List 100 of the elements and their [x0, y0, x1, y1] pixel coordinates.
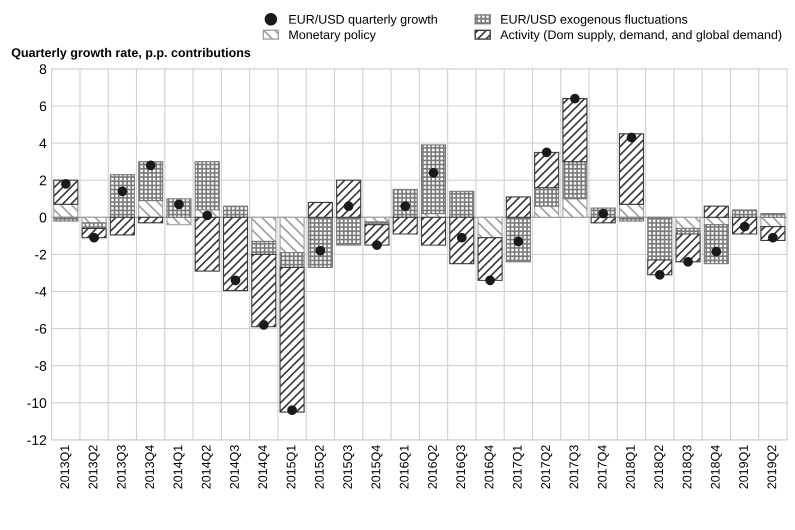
point: [570, 94, 580, 104]
bar: [675, 233, 701, 262]
point: [485, 276, 495, 286]
x-tick-label: 2016Q4: [484, 445, 496, 489]
x-tick-label: 2015Q1: [286, 445, 298, 489]
x-tick-label: 2018Q3: [682, 445, 694, 489]
bar: [420, 144, 446, 214]
bar: [138, 161, 164, 202]
point: [711, 246, 722, 256]
bar: [308, 216, 333, 268]
x-tick-label: 2013Q4: [145, 445, 156, 489]
bar: [647, 216, 672, 261]
point: [202, 210, 212, 220]
bar: [562, 161, 588, 200]
y-tick-label: -4: [35, 286, 46, 297]
x-tick-label: 2013Q3: [116, 445, 128, 489]
x-tick-label: 2019Q2: [767, 445, 778, 489]
y-tick-label: -8: [35, 361, 46, 371]
x-tick-label: 2016Q1: [400, 445, 411, 489]
bar: [534, 152, 560, 188]
point: [258, 320, 269, 330]
bar: [222, 206, 248, 218]
x-tick-label: 2014Q4: [258, 445, 270, 489]
y-tick-label: 0: [40, 212, 46, 222]
y-axis-title: Quarterly growth rate, p.p. contributions: [12, 48, 250, 60]
point: [683, 256, 693, 267]
bar: [477, 237, 503, 281]
point: [626, 132, 636, 142]
bar: [618, 133, 644, 205]
x-tick-label: 2015Q2: [314, 445, 326, 489]
y-tick-label: 2: [40, 176, 46, 186]
point: [513, 236, 524, 246]
y-tick-label: -6: [35, 324, 46, 334]
point: [316, 246, 326, 256]
y-tick-label: 6: [40, 101, 46, 112]
x-tick-label: 2013Q1: [60, 445, 72, 489]
bar: [110, 174, 135, 218]
y-tick-label: -12: [27, 435, 46, 445]
point: [230, 276, 240, 286]
bar: [194, 216, 220, 272]
bar: [53, 216, 78, 222]
bar: [392, 216, 418, 235]
bar: [534, 187, 560, 207]
x-tick-label: 2018Q4: [710, 445, 722, 489]
bar: [222, 216, 248, 292]
bar: [251, 240, 276, 255]
bar: [138, 216, 164, 224]
x-tick-label: 2016Q2: [428, 445, 440, 489]
bar: [336, 180, 362, 218]
x-tick-label: 2017Q3: [569, 445, 581, 489]
x-tick-label: 2018Q2: [654, 445, 666, 489]
y-tick-label: -10: [27, 398, 46, 408]
x-tick-label: 2014Q2: [202, 445, 213, 489]
point: [344, 201, 354, 212]
bar: [420, 216, 446, 246]
x-tick-label: 2014Q1: [173, 445, 185, 489]
bar: [704, 224, 729, 264]
x-tick-label: 2017Q4: [598, 445, 609, 489]
point: [60, 179, 71, 189]
bar: [506, 216, 531, 262]
legend-label: Monetary policy: [289, 30, 376, 42]
point: [456, 232, 467, 243]
x-tick-label: 2015Q3: [343, 445, 354, 489]
bar: [336, 216, 362, 246]
bar: [760, 213, 786, 218]
bar: [506, 196, 531, 218]
bar: [364, 224, 390, 246]
bar: [280, 266, 305, 413]
bar: [110, 216, 135, 236]
point: [146, 160, 156, 170]
x-tick-label: 2015Q4: [371, 445, 383, 489]
bar: [308, 202, 333, 218]
y-tick-label: 4: [39, 138, 46, 148]
x-tick-label: 2019Q1: [739, 445, 750, 489]
x-tick-label: 2013Q2: [88, 445, 100, 489]
bar: [194, 161, 220, 210]
x-tick-label: 2016Q3: [456, 445, 468, 489]
legend-label: EUR/USD exogenous fluctuations: [501, 14, 688, 26]
y-tick-label: -2: [35, 250, 46, 260]
point: [287, 405, 297, 416]
bar: [618, 216, 644, 222]
point: [428, 168, 438, 178]
y-tick-label: 8: [40, 64, 46, 74]
point: [372, 240, 382, 250]
legend-label: EUR/USD quarterly growth: [289, 14, 437, 26]
point: [542, 148, 552, 158]
x-tick-label: 2014Q3: [230, 445, 242, 489]
x-tick-label: 2017Q1: [512, 445, 524, 489]
point: [654, 270, 665, 280]
bar: [251, 254, 276, 328]
bar: [449, 190, 474, 218]
x-tick-label: 2018Q1: [626, 445, 638, 489]
bar: [704, 206, 729, 218]
bar: [590, 216, 616, 224]
point: [118, 186, 128, 196]
bar: [562, 98, 588, 162]
point: [598, 208, 608, 218]
x-tick-label: 2017Q2: [541, 445, 552, 489]
legend-label: Activity (Dom supply, demand, and global demand): [500, 30, 782, 42]
bar: [449, 216, 474, 264]
